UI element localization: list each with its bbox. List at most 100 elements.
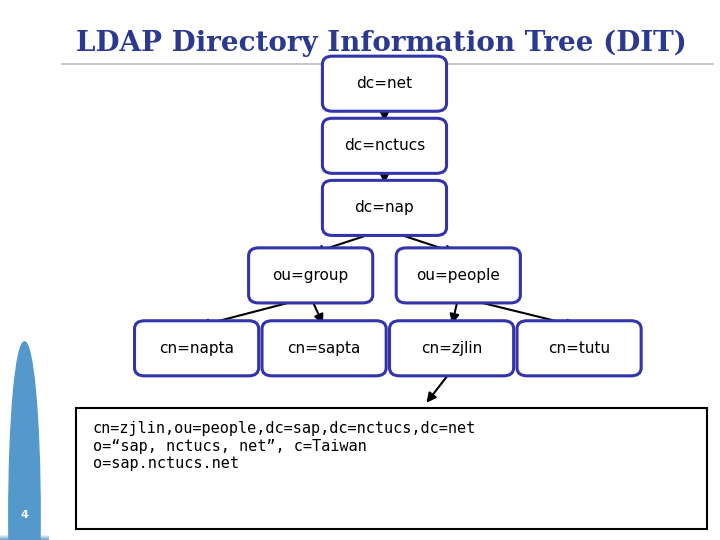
Bar — [0, 534, 49, 539]
Bar — [0, 532, 49, 538]
Bar — [0, 534, 49, 539]
Bar — [0, 531, 49, 537]
Bar — [0, 532, 49, 538]
FancyBboxPatch shape — [76, 408, 706, 529]
FancyBboxPatch shape — [323, 118, 446, 173]
Bar — [0, 532, 49, 537]
Bar — [0, 532, 49, 538]
Bar — [0, 534, 49, 539]
Text: cn=zjlin,ou=people,dc=sap,dc=nctucs,dc=net
o=“sap, nctucs, net”, c=Taiwan
o=sap.: cn=zjlin,ou=people,dc=sap,dc=nctucs,dc=n… — [93, 421, 476, 471]
Bar — [0, 533, 49, 538]
Bar — [0, 534, 49, 539]
Bar — [0, 533, 49, 538]
Bar — [0, 535, 49, 540]
Bar — [0, 534, 49, 539]
Text: dc=nap: dc=nap — [355, 200, 414, 215]
Bar — [0, 533, 49, 538]
Bar — [0, 532, 49, 537]
Bar — [0, 535, 49, 540]
Bar — [0, 531, 49, 537]
Bar — [0, 532, 49, 537]
Text: cn=sapta: cn=sapta — [287, 341, 361, 356]
Bar — [0, 534, 49, 539]
Bar — [0, 531, 49, 536]
Bar — [0, 534, 49, 539]
Bar — [0, 534, 49, 539]
Bar — [0, 531, 49, 536]
Bar — [0, 532, 49, 538]
Text: cn=tutu: cn=tutu — [548, 341, 610, 356]
Bar — [0, 530, 49, 535]
Bar — [0, 530, 49, 535]
Bar — [0, 533, 49, 538]
Bar — [0, 532, 49, 538]
Bar — [0, 531, 49, 537]
Bar — [0, 532, 49, 537]
Bar — [0, 533, 49, 538]
Bar — [0, 534, 49, 539]
Bar — [0, 529, 49, 535]
Bar — [0, 531, 49, 537]
Bar — [0, 535, 49, 540]
Bar — [0, 534, 49, 539]
FancyBboxPatch shape — [135, 321, 258, 376]
Bar — [0, 531, 49, 536]
Bar — [0, 534, 49, 539]
Bar — [0, 534, 49, 539]
Bar — [0, 533, 49, 538]
Bar — [0, 531, 49, 537]
Bar — [0, 532, 49, 538]
Bar — [0, 531, 49, 536]
Text: dc=nctucs: dc=nctucs — [344, 138, 425, 153]
Bar — [0, 530, 49, 536]
Bar — [0, 534, 49, 539]
Bar — [0, 534, 49, 539]
Bar — [0, 532, 49, 538]
Bar — [0, 534, 49, 539]
Text: ou=people: ou=people — [416, 268, 500, 283]
Bar — [0, 534, 49, 539]
Bar — [0, 534, 49, 539]
Bar — [0, 530, 49, 536]
Bar — [0, 534, 49, 539]
Bar — [0, 529, 49, 535]
Bar — [0, 530, 49, 536]
FancyBboxPatch shape — [248, 248, 373, 303]
Bar — [0, 530, 49, 535]
Bar — [0, 531, 49, 537]
Text: LDAP Directory Information Tree (DIT): LDAP Directory Information Tree (DIT) — [76, 30, 687, 57]
Bar — [0, 530, 49, 536]
Bar — [0, 530, 49, 536]
Bar — [0, 530, 49, 535]
FancyBboxPatch shape — [390, 321, 513, 376]
Bar — [0, 534, 49, 539]
Bar — [0, 532, 49, 538]
Bar — [0, 530, 49, 536]
Bar — [0, 531, 49, 536]
Bar — [0, 530, 49, 536]
Bar — [0, 529, 49, 535]
Bar — [0, 531, 49, 536]
Bar — [0, 532, 49, 537]
Bar — [0, 530, 49, 536]
Text: cn=napta: cn=napta — [159, 341, 234, 356]
Bar — [0, 533, 49, 538]
Bar — [0, 534, 49, 539]
Text: cn=zjlin: cn=zjlin — [421, 341, 482, 356]
Bar — [0, 531, 49, 537]
Bar — [0, 531, 49, 537]
FancyBboxPatch shape — [323, 180, 446, 235]
Bar — [0, 533, 49, 538]
Bar — [0, 535, 49, 540]
Bar — [0, 533, 49, 538]
Bar — [0, 532, 49, 538]
Bar — [0, 530, 49, 536]
Bar — [0, 530, 49, 536]
Bar — [0, 530, 49, 535]
Bar — [0, 530, 49, 535]
Text: ou=group: ou=group — [273, 268, 348, 283]
Bar — [0, 531, 49, 536]
Bar — [0, 530, 49, 535]
Bar — [0, 531, 49, 536]
Bar — [0, 532, 49, 538]
